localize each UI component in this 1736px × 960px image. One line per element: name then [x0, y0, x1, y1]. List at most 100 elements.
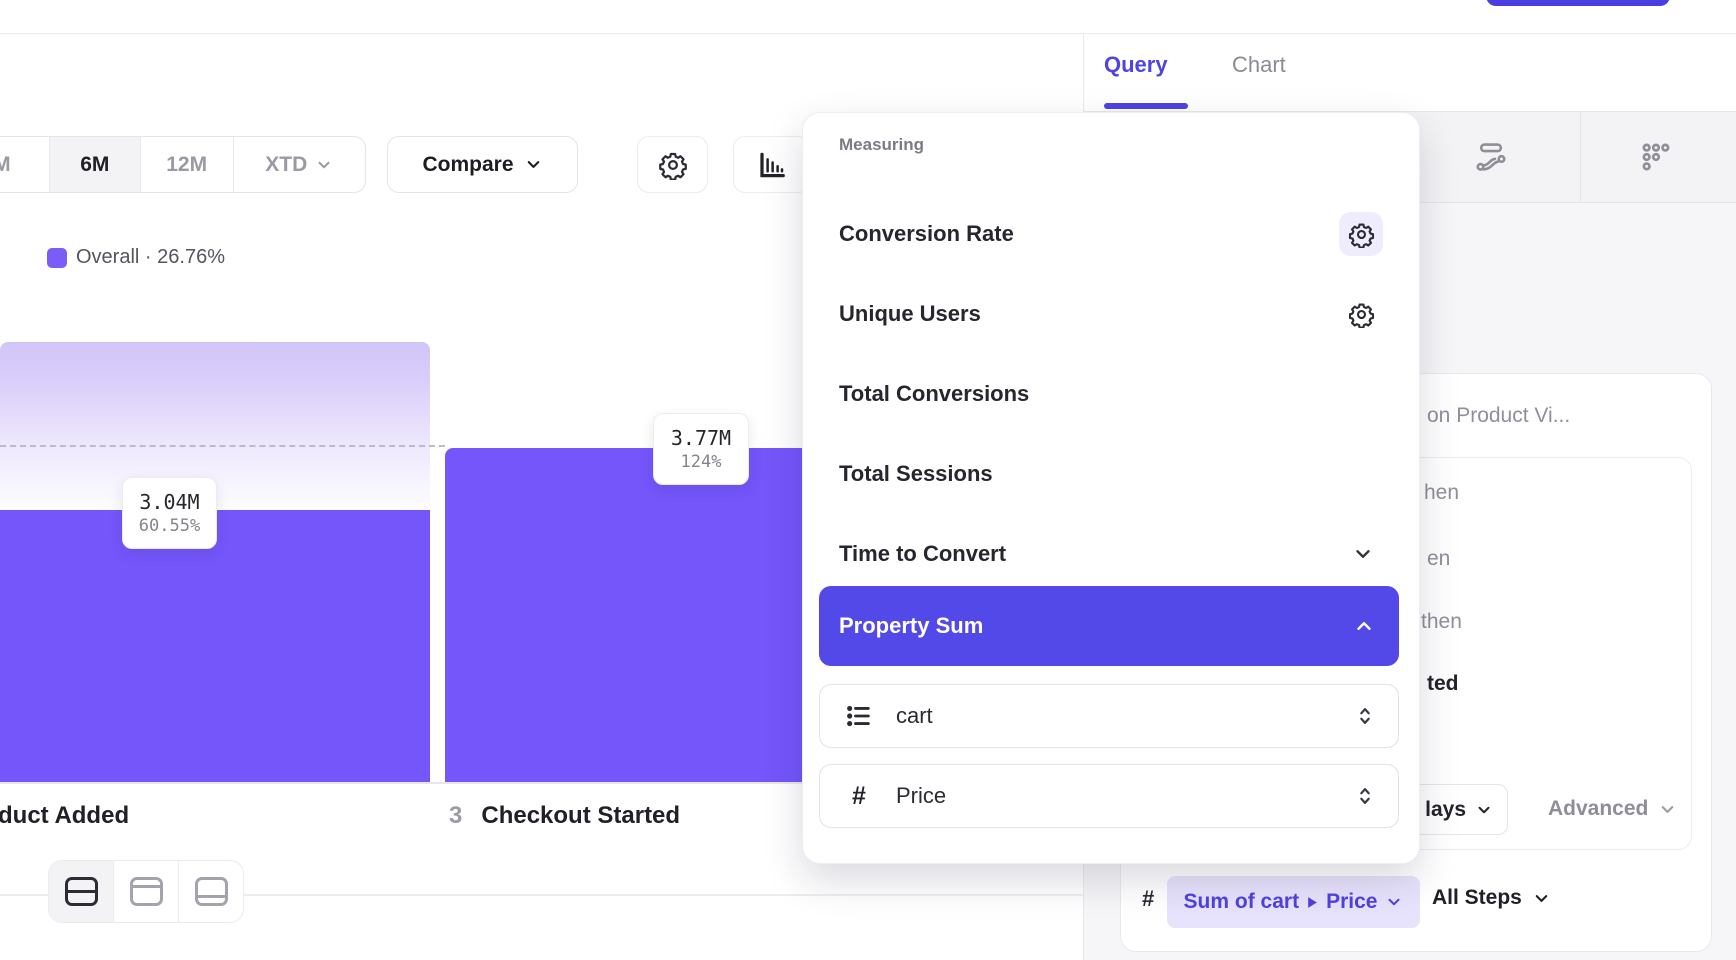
number-property-icon: # [852, 781, 866, 810]
menu-item-label: Unique Users [839, 301, 981, 326]
time-range-xtd[interactable]: XTD [232, 137, 365, 192]
builder-step-2[interactable]: en [1427, 547, 1451, 570]
menu-item-total-conversions[interactable]: Total Conversions [839, 354, 1383, 434]
legend-swatch [47, 247, 67, 268]
legend-value: 26.76% [157, 246, 225, 268]
layout-bottom-panel-button[interactable] [178, 861, 243, 922]
time-range-12m-label: 12M [166, 152, 208, 176]
layout-split-rows-button[interactable] [49, 861, 113, 922]
sum-chip-right: Price [1326, 890, 1378, 913]
bar-2-value: 3.77M [670, 426, 732, 450]
funnel-bar-1[interactable] [0, 510, 430, 782]
chevron-down-icon [1352, 543, 1374, 565]
property-name-value: Price [896, 783, 947, 808]
chevron-down-icon [1475, 801, 1493, 819]
select-stepper-icon [1354, 784, 1376, 808]
chevron-down-icon [1658, 800, 1677, 819]
chevron-down-icon [315, 156, 333, 174]
time-range-12m[interactable]: 12M [139, 137, 233, 192]
step-2-number: 3 [449, 802, 463, 829]
sum-chip-left: Sum of cart [1183, 890, 1300, 913]
conversion-window-label: lays [1425, 797, 1466, 821]
menu-item-label: Time to Convert [839, 541, 1007, 566]
builder-step-1[interactable]: hen [1424, 481, 1460, 504]
chevron-down-icon [1385, 893, 1403, 911]
step-2-axis-label: 3 Checkout Started [449, 802, 680, 830]
gear-icon [1348, 221, 1375, 248]
chart-bottom-line [0, 894, 1083, 896]
right-panel-header-border [1083, 111, 1736, 112]
time-range-3m-label: M [0, 153, 11, 177]
time-to-convert-expand-chevron[interactable] [1349, 540, 1377, 568]
conversion-rate-settings-button[interactable] [1339, 212, 1383, 256]
bar-2-value-tooltip: 3.77M 124% [653, 413, 749, 485]
top-border-line [0, 33, 1736, 34]
legend-label: Overall [76, 246, 140, 268]
bar-1-percent: 60.55% [138, 516, 201, 536]
menu-item-unique-users[interactable]: Unique Users [839, 274, 1383, 354]
bottom-panel-icon [194, 877, 228, 906]
menu-item-conversion-rate[interactable]: Conversion Rate [839, 194, 1383, 274]
advanced-button[interactable]: Advanced [1548, 797, 1677, 821]
chart-type-button[interactable] [733, 136, 810, 193]
menu-item-label: Total Sessions [839, 461, 993, 486]
list-icon [844, 702, 874, 730]
time-range-control: M 6M 12M XTD [0, 136, 366, 193]
primary-action-button[interactable] [1486, 0, 1670, 6]
tab-chart[interactable]: Chart [1232, 52, 1286, 77]
flow-icon [1474, 140, 1508, 174]
funnel-reference-dashed-line [0, 445, 445, 447]
gear-icon [658, 150, 688, 180]
legend: Overall · 26.76% [47, 246, 225, 269]
flow-view-button[interactable] [1467, 133, 1515, 181]
breakdown-view-button[interactable] [1632, 133, 1680, 181]
menu-item-label: Total Conversions [839, 381, 1030, 406]
property-name-select[interactable]: # Price [819, 764, 1399, 828]
bar-1-value: 3.04M [139, 490, 200, 514]
step-1-axis-label: duct Added [0, 802, 130, 829]
menu-item-property-sum-selected[interactable]: Property Sum [819, 586, 1399, 666]
menu-item-total-sessions[interactable]: Total Sessions [839, 434, 1383, 514]
all-steps-button[interactable]: All Steps [1432, 886, 1551, 910]
property-sum-label: Property Sum [839, 613, 984, 638]
measuring-dropdown: Measuring Conversion Rate Unique Users T… [802, 112, 1420, 864]
bar-chart-icon [757, 150, 787, 180]
tab-query[interactable]: Query [1104, 52, 1168, 77]
unique-users-settings-button[interactable] [1339, 292, 1383, 336]
dots-funnel-icon [1640, 141, 1672, 173]
legend-separator: · [144, 246, 152, 268]
toolbar-separator [1580, 112, 1581, 202]
split-rows-icon [64, 877, 98, 906]
tab-query-active-underline [1104, 103, 1188, 109]
x-axis-line [0, 782, 1083, 784]
bar-1-value-tooltip: 3.04M 60.55% [122, 477, 217, 549]
property-entity-select[interactable]: cart [819, 684, 1399, 748]
layout-toggle-group [48, 860, 244, 923]
select-stepper-icon [1354, 704, 1376, 728]
chevron-down-icon [524, 155, 543, 174]
menu-item-time-to-convert[interactable]: Time to Convert [839, 514, 1383, 594]
builder-step-4[interactable]: ted [1427, 672, 1459, 695]
chevron-up-icon [1353, 615, 1375, 637]
time-range-6m[interactable]: 6M [48, 137, 140, 192]
caret-right-icon [1307, 896, 1318, 909]
compare-label: Compare [422, 152, 514, 176]
step-2-name: Checkout Started [481, 802, 681, 829]
chart-settings-button[interactable] [637, 136, 708, 193]
layout-top-panel-button[interactable] [113, 861, 178, 922]
bar-2-percent: 124% [680, 452, 722, 472]
all-steps-label: All Steps [1432, 886, 1522, 909]
time-range-3m[interactable]: M [0, 137, 49, 192]
sum-of-property-chip[interactable]: Sum of cart Price [1167, 876, 1420, 928]
builder-step-3[interactable]: then [1421, 610, 1462, 633]
step-header-text[interactable]: on Product Vi... [1427, 404, 1571, 427]
time-range-6m-label: 6M [80, 152, 110, 176]
measurement-hash-glyph: # [1142, 886, 1155, 911]
top-panel-icon [129, 877, 163, 906]
measuring-title: Measuring [839, 135, 925, 154]
advanced-label: Advanced [1548, 797, 1649, 820]
compare-button[interactable]: Compare [387, 136, 578, 193]
menu-item-label: Conversion Rate [839, 221, 1014, 246]
property-entity-value: cart [896, 703, 933, 728]
